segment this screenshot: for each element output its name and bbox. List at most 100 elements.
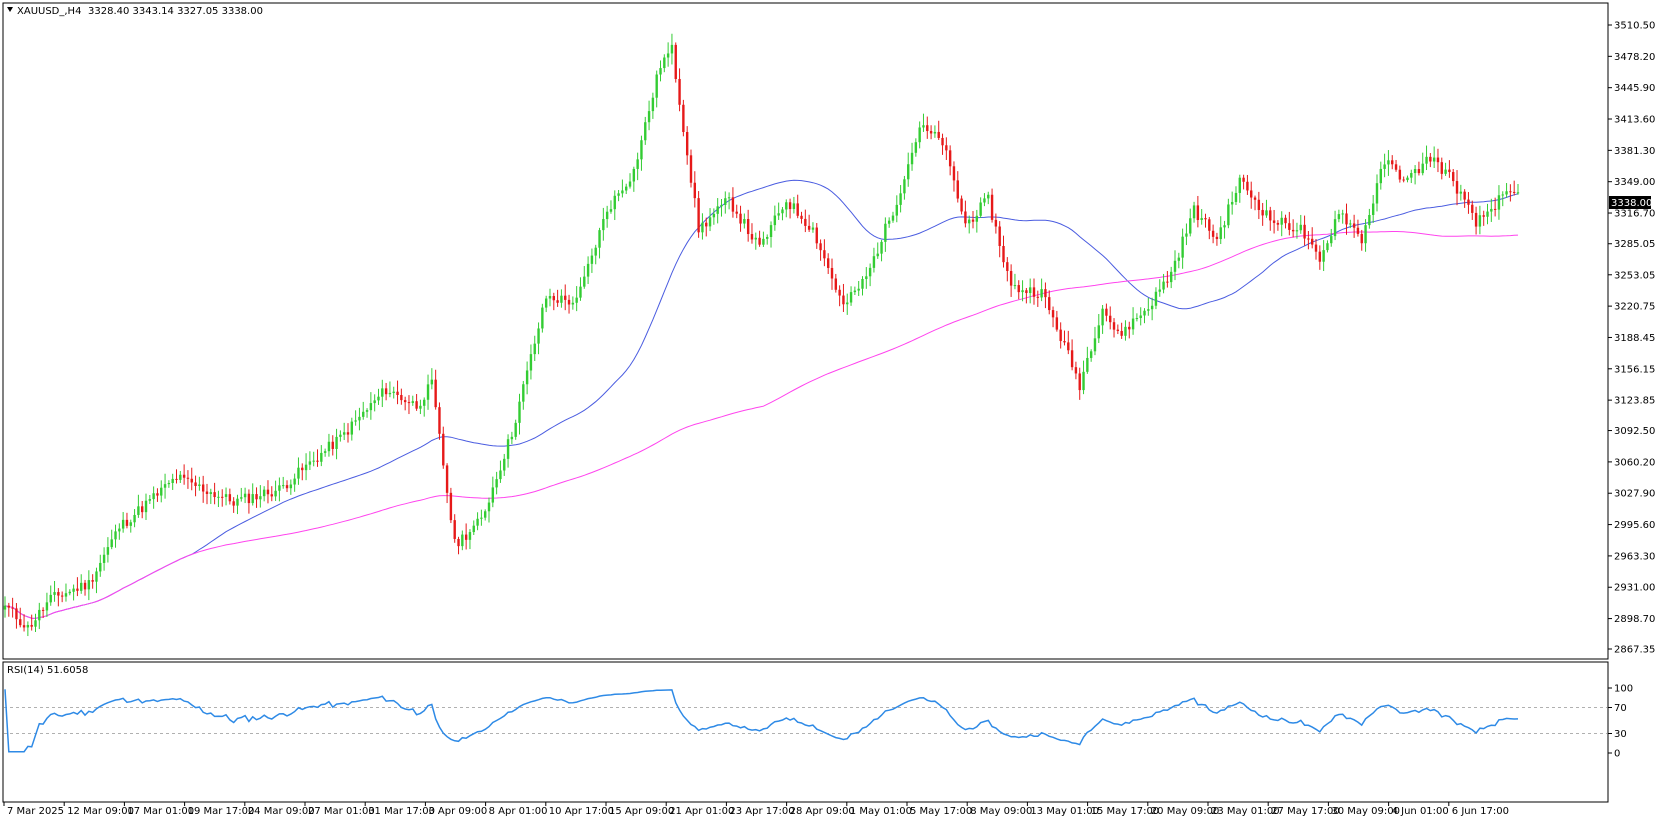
candle <box>483 509 487 521</box>
price-tick-label: 3445.90 <box>1614 83 1655 94</box>
dropdown-arrow-icon[interactable] <box>7 7 13 12</box>
candle <box>327 433 331 457</box>
candle <box>1314 239 1318 260</box>
candle <box>1192 201 1196 223</box>
candle <box>998 221 1001 258</box>
candle <box>1223 220 1226 239</box>
candle <box>1265 199 1268 218</box>
candle <box>377 388 380 405</box>
candle <box>11 597 14 618</box>
candle <box>769 221 773 248</box>
candle <box>190 467 193 491</box>
candle <box>499 460 502 483</box>
time-tick-label: 24 Mar 09:00 <box>248 806 315 817</box>
candle <box>285 480 289 493</box>
candle <box>491 476 495 508</box>
time-tick-label: 3 Apr 09:00 <box>428 806 487 817</box>
candle <box>1291 219 1295 238</box>
candle <box>724 191 727 214</box>
candle <box>68 589 71 596</box>
time-tick-label: 28 Apr 09:00 <box>790 806 855 817</box>
candle <box>674 42 677 83</box>
candle <box>842 283 845 312</box>
candle <box>712 208 716 225</box>
candle <box>186 470 190 489</box>
candle <box>834 273 838 293</box>
candle <box>289 479 293 495</box>
candle <box>758 230 761 247</box>
candle <box>1253 195 1257 211</box>
candle <box>785 199 788 218</box>
time-tick-label: 6 Jun 17:00 <box>1452 806 1509 817</box>
candle <box>1311 227 1314 249</box>
candle <box>964 200 967 228</box>
candle <box>171 473 174 490</box>
candle <box>449 487 453 524</box>
candle <box>262 486 266 502</box>
candle <box>1208 217 1211 240</box>
candle <box>891 211 895 223</box>
price-tag: 3338.00 <box>1609 196 1652 209</box>
candle <box>1429 153 1432 168</box>
time-tick-label: 23 Apr 17:00 <box>729 806 794 817</box>
candle <box>373 394 376 412</box>
rsi-label: RSI(14) 51.6058 <box>7 665 88 676</box>
candle <box>369 392 373 420</box>
candle <box>259 485 262 508</box>
candle <box>598 227 601 259</box>
candle <box>163 473 167 499</box>
time-tick-label: 5 May 17:00 <box>910 806 972 817</box>
candle <box>525 361 529 395</box>
candle <box>57 588 60 607</box>
candle <box>1013 273 1017 290</box>
candle <box>727 192 731 210</box>
candle <box>1410 169 1413 184</box>
candle <box>64 583 68 602</box>
candle <box>960 195 963 215</box>
candle <box>1181 228 1184 269</box>
candle <box>312 451 315 467</box>
candle <box>632 166 636 192</box>
candle <box>1120 322 1123 339</box>
time-tick-label: 15 May 17:00 <box>1091 806 1160 817</box>
price-tick-label: 3188.45 <box>1614 333 1655 344</box>
candle <box>956 171 959 203</box>
candle <box>316 449 319 467</box>
candle <box>1131 307 1135 335</box>
candle <box>1009 264 1013 297</box>
time-tick-label: 21 Apr 01:00 <box>669 806 734 817</box>
candle <box>384 382 388 401</box>
candle <box>1250 181 1253 209</box>
candle <box>1147 297 1150 316</box>
candle <box>807 214 811 232</box>
candle <box>1139 307 1142 326</box>
time-tick-label: 17 Mar 01:00 <box>127 806 194 817</box>
candle <box>1406 175 1409 183</box>
candle <box>605 205 609 228</box>
moving-average-slow <box>4 231 1519 619</box>
candle <box>506 434 510 468</box>
candle <box>205 483 209 505</box>
candle <box>80 574 83 594</box>
candle <box>1143 308 1146 324</box>
rsi-levels <box>4 707 1607 734</box>
candle <box>1028 278 1032 304</box>
candle <box>655 70 658 108</box>
candle <box>95 567 98 594</box>
candle <box>1185 223 1188 246</box>
symbol-label: XAUUSD_,H4 <box>17 6 81 17</box>
candle <box>857 280 860 297</box>
candle <box>1402 176 1405 183</box>
candle <box>419 399 422 415</box>
candle <box>1032 278 1036 305</box>
candle <box>560 289 563 308</box>
candle <box>743 213 746 229</box>
candle <box>335 428 338 460</box>
time-tick-label: 27 Mar 01:00 <box>308 806 375 817</box>
rsi-tick-label: 30 <box>1614 729 1627 740</box>
candle <box>156 488 159 502</box>
candle <box>1036 290 1040 307</box>
candle <box>26 621 30 637</box>
candle <box>651 92 655 119</box>
